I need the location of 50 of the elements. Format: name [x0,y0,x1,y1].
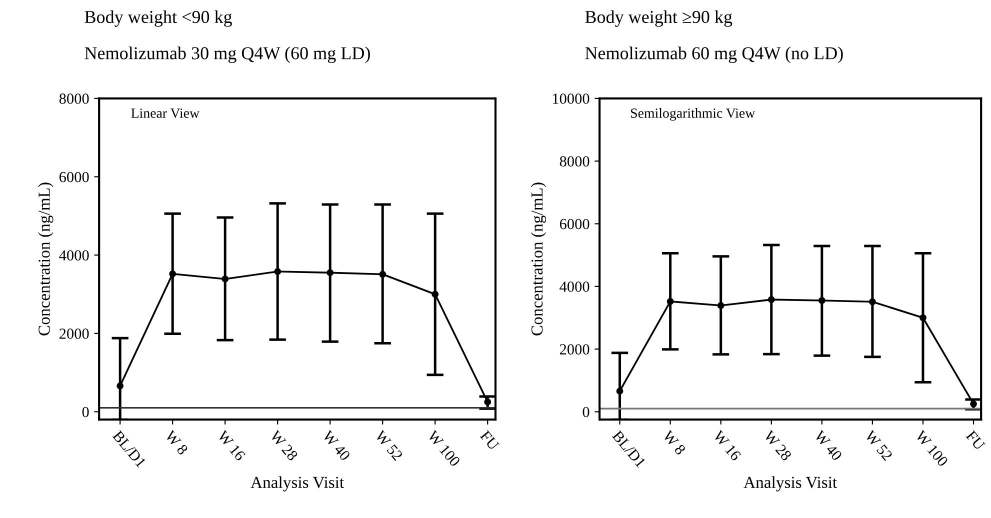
point [222,276,229,282]
y-tick-label: 0 [82,406,89,418]
point [717,302,724,309]
x-tick-label: FU [966,430,986,451]
x-axis-title: Analysis Visit [250,476,344,492]
point [616,388,624,395]
x-tick-label: W 40 [322,430,351,462]
point [169,270,176,278]
point [379,270,386,278]
point [116,382,124,390]
chart-subtitle: Nemolizumab 60 mg Q4W (no LD) [585,46,843,64]
chart-subtitle: Nemolizumab 30 mg Q4W (60 mg LD) [84,46,370,64]
point [666,298,674,305]
point [868,298,876,306]
y-tick-label: 8000 [560,156,590,167]
x-tick-label: W 40 [814,430,843,462]
y-axis-title: Concentration (ng/mL) [38,182,54,336]
y-tick-label: 4000 [560,282,590,292]
point [432,290,439,298]
point [326,269,334,276]
x-tick-label: W 28 [763,430,792,462]
y-tick-label: 0 [582,406,590,418]
y-tick-label: 6000 [560,218,590,230]
annotation: Semilogarithmic View [631,108,756,121]
chart-title: Body weight ≥90 kg [585,10,732,27]
x-tick-label: W 52 [864,430,893,462]
x-tick-label: W 100 [914,430,949,468]
x-tick-label: W 16 [712,430,742,462]
point [920,314,926,322]
y-axis-title: Concentration (ng/mL) [530,182,546,336]
y-tick-label: 4000 [59,250,89,261]
point [274,268,282,276]
x-tick-label: W 100 [426,430,461,468]
x-axis-title: Analysis Visit [744,476,838,492]
annotation: Linear View [131,108,200,118]
x-tick-label: W 28 [269,430,298,462]
y-tick-label: 8000 [59,94,89,104]
point [818,297,826,304]
y-tick-label: 10000 [552,94,590,104]
y-tick-label: 2000 [560,344,590,355]
x-tick-label: W 8 [164,430,188,456]
point [768,296,775,304]
y-tick-label: 6000 [59,172,89,182]
point [484,398,492,406]
chart-title: Body weight <90 kg [84,10,232,27]
x-tick-label: W 52 [374,430,404,462]
x-tick-label: W 16 [216,430,246,462]
y-tick-label: 2000 [59,328,89,339]
x-tick-label: FU [480,430,500,451]
x-tick-label: W 8 [662,430,686,456]
